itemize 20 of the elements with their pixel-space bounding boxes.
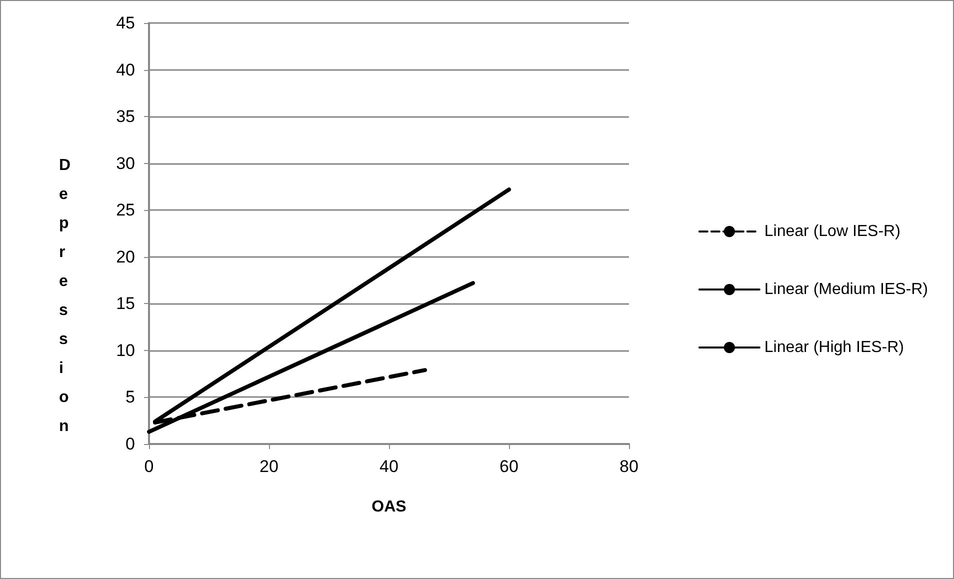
y-tick-label: 10 [116, 340, 135, 360]
legend-label: Linear (High IES-R) [764, 339, 904, 356]
x-tick-label: 20 [260, 457, 278, 476]
x-axis-title: OAS [372, 498, 407, 516]
y-tick-label: 35 [116, 107, 135, 126]
y-tick-label: 0 [126, 434, 135, 454]
y-tick-label: 15 [116, 294, 135, 314]
legend-label: Linear (Low IES-R) [764, 223, 900, 240]
y-tick-label: 20 [116, 247, 135, 266]
y-tick-label: 40 [116, 60, 135, 80]
legend-label: Linear (Medium IES-R) [764, 281, 928, 298]
x-tick-label: 60 [500, 457, 518, 476]
y-tick-label: 30 [116, 154, 135, 173]
x-tick-label: 40 [380, 457, 398, 476]
y-tick-label: 25 [116, 200, 135, 220]
x-tick-label: 80 [620, 457, 638, 476]
x-tick-label: 0 [144, 457, 154, 476]
y-tick-label: 45 [116, 14, 135, 32]
y-tick-label: 5 [126, 388, 135, 407]
text: Depression [59, 157, 71, 435]
